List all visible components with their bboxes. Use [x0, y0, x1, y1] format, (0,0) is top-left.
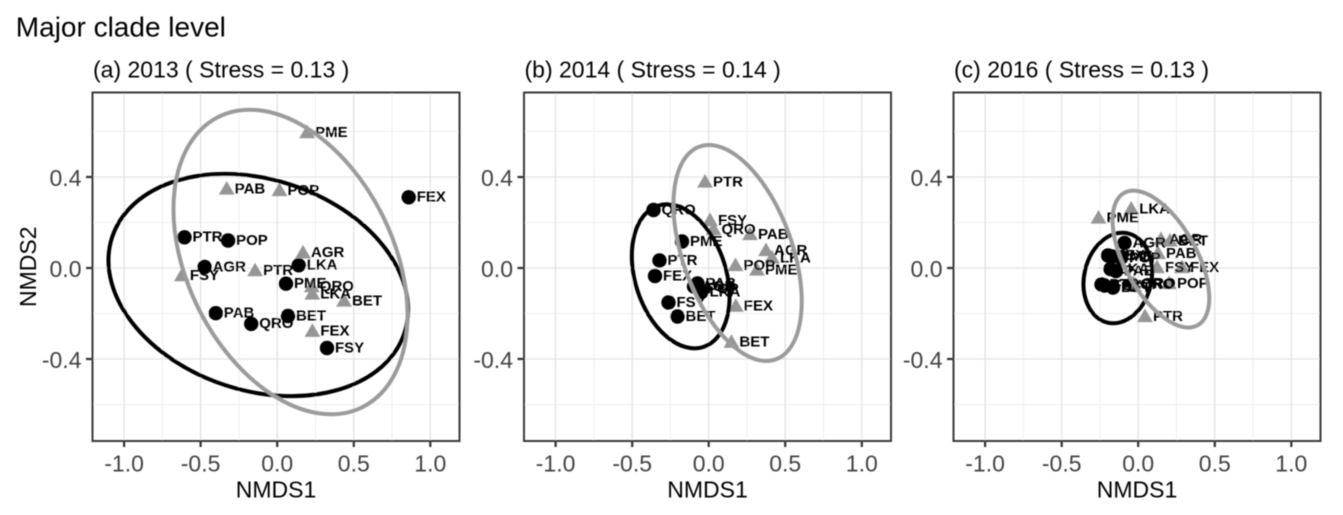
- svg-text:-0.4: -0.4: [903, 347, 943, 373]
- svg-text:PME: PME: [1120, 248, 1153, 265]
- svg-text:PME: PME: [765, 261, 798, 278]
- svg-text:LKA: LKA: [320, 285, 351, 302]
- svg-text:PAB: PAB: [1124, 262, 1155, 279]
- svg-text:FEX: FEX: [417, 189, 446, 206]
- svg-text:-1.0: -1.0: [104, 451, 144, 477]
- svg-text:NMDS2: NMDS2: [15, 226, 41, 307]
- svg-text:FSY: FSY: [1113, 277, 1142, 294]
- svg-text:-0.5: -0.5: [612, 451, 652, 477]
- svg-text:1.0: 1.0: [846, 451, 878, 477]
- svg-text:-0.4: -0.4: [473, 347, 513, 373]
- svg-text:PME: PME: [294, 275, 327, 292]
- svg-text:PME: PME: [315, 124, 348, 141]
- svg-text:QRO: QRO: [320, 278, 355, 295]
- svg-text:FSY: FSY: [335, 339, 364, 356]
- svg-text:PAB: PAB: [235, 180, 266, 197]
- svg-text:NMDS1: NMDS1: [667, 477, 748, 503]
- svg-text:0.0: 0.0: [693, 451, 725, 477]
- svg-text:-0.5: -0.5: [181, 451, 221, 477]
- svg-text:PTR: PTR: [263, 262, 293, 279]
- svg-text:PAB: PAB: [758, 226, 789, 243]
- svg-text:0.0: 0.0: [50, 256, 82, 282]
- svg-text:FEX: FEX: [744, 298, 773, 315]
- svg-text:BET: BET: [739, 334, 769, 351]
- svg-text:BET: BET: [296, 307, 326, 324]
- svg-text:NMDS1: NMDS1: [1097, 477, 1178, 503]
- svg-text:0.0: 0.0: [1122, 451, 1154, 477]
- svg-text:AGR: AGR: [311, 244, 345, 261]
- svg-text:LKA: LKA: [307, 257, 338, 274]
- svg-text:0.4: 0.4: [50, 165, 82, 191]
- svg-text:PTR: PTR: [1153, 308, 1183, 325]
- svg-text:(b) 2014 ( Stress = 0.14 ): (b) 2014 ( Stress = 0.14 ): [525, 57, 781, 83]
- svg-text:FSY: FSY: [190, 267, 219, 284]
- svg-text:PTR: PTR: [193, 229, 223, 246]
- svg-text:0.5: 0.5: [769, 451, 801, 477]
- svg-text:-0.4: -0.4: [42, 347, 82, 373]
- svg-text:FSY: FSY: [1165, 259, 1194, 276]
- svg-text:NMDS1: NMDS1: [236, 477, 317, 503]
- svg-text:1.0: 1.0: [414, 451, 446, 477]
- svg-text:BET: BET: [686, 308, 716, 325]
- svg-text:0.0: 0.0: [481, 256, 513, 282]
- svg-text:1.0: 1.0: [1275, 451, 1307, 477]
- svg-text:-1.0: -1.0: [536, 451, 576, 477]
- svg-text:0.4: 0.4: [481, 165, 513, 191]
- svg-text:QRO: QRO: [722, 221, 757, 238]
- svg-text:FEX: FEX: [320, 323, 349, 340]
- svg-text:0.5: 0.5: [338, 451, 370, 477]
- svg-text:POP: POP: [1177, 275, 1209, 292]
- svg-text:PAB: PAB: [224, 305, 255, 322]
- svg-text:0.5: 0.5: [1199, 451, 1231, 477]
- svg-text:FSY: FSY: [718, 212, 747, 229]
- svg-text:POP: POP: [236, 232, 268, 249]
- svg-text:0.0: 0.0: [261, 451, 293, 477]
- svg-text:LKA: LKA: [710, 283, 741, 300]
- svg-text:(c) 2016 ( Stress = 0.13 ): (c) 2016 ( Stress = 0.13 ): [954, 57, 1209, 83]
- svg-text:QRO: QRO: [1142, 275, 1177, 292]
- svg-text:BET: BET: [352, 292, 382, 309]
- svg-text:Major clade level: Major clade level: [16, 12, 226, 43]
- svg-text:(a) 2013 ( Stress = 0.13 ): (a) 2013 ( Stress = 0.13 ): [93, 57, 349, 83]
- svg-text:POP: POP: [744, 257, 776, 274]
- svg-text:PTR: PTR: [713, 173, 743, 190]
- svg-text:PAB: PAB: [1166, 245, 1197, 262]
- svg-text:AGR: AGR: [774, 242, 808, 259]
- svg-text:-1.0: -1.0: [965, 451, 1005, 477]
- svg-text:AGR: AGR: [213, 258, 247, 275]
- svg-text:-0.5: -0.5: [1042, 451, 1082, 477]
- svg-text:0.0: 0.0: [911, 256, 943, 282]
- svg-text:0.4: 0.4: [911, 165, 943, 191]
- svg-text:QRO: QRO: [259, 315, 294, 332]
